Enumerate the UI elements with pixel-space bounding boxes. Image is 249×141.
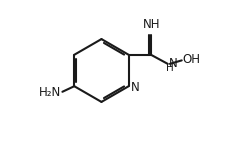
Text: H₂N: H₂N bbox=[39, 86, 61, 99]
Text: NH: NH bbox=[142, 18, 160, 31]
Text: N: N bbox=[169, 57, 177, 70]
Text: N: N bbox=[131, 81, 139, 94]
Text: OH: OH bbox=[183, 53, 200, 66]
Text: H: H bbox=[166, 63, 174, 73]
